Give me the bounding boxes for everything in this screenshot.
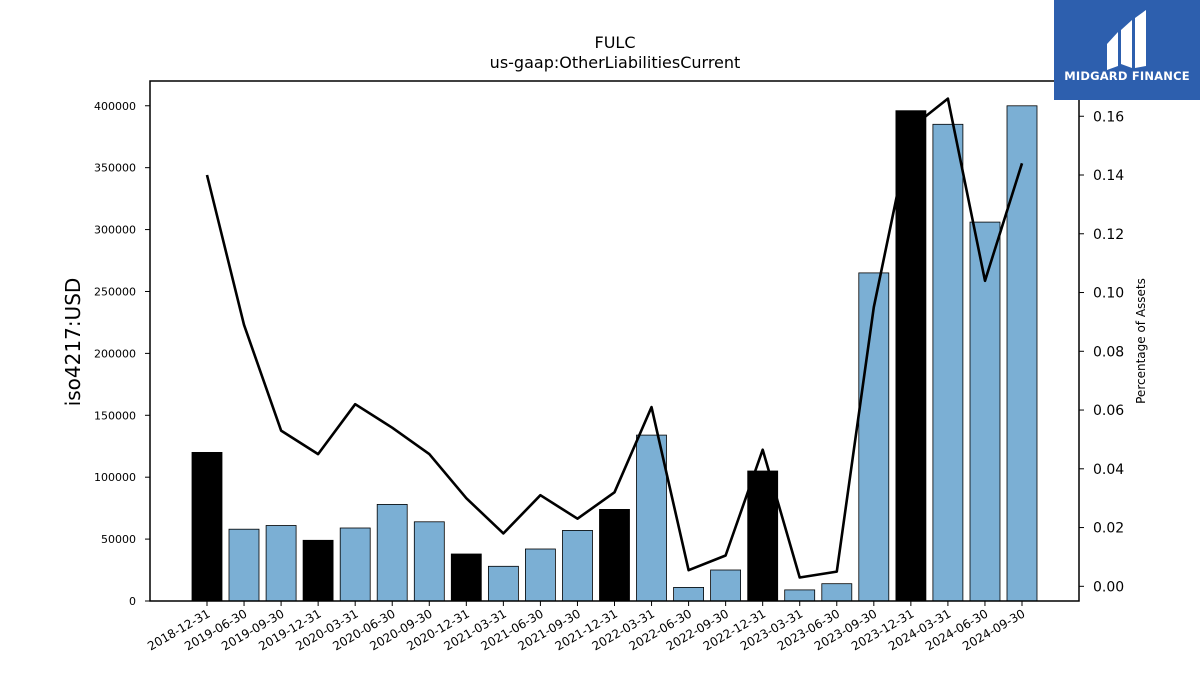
y-tick-label: 0 xyxy=(129,595,136,608)
bar-2024-06-30 xyxy=(969,221,1001,602)
bar-2022-09-30 xyxy=(710,569,741,602)
y2-tick-label: 0.16 xyxy=(1093,109,1124,125)
bar-2018-12-31 xyxy=(191,451,223,602)
bar-2021-06-30 xyxy=(525,548,556,602)
bar-2020-12-31 xyxy=(450,553,482,602)
bar-2020-03-31 xyxy=(339,527,371,602)
y2-axis: 0.00 0.02 0.04 0.06 0.08 0.10 0.12 0.14 0.16 xyxy=(1079,109,1124,595)
y2-tick-label: 0.12 xyxy=(1093,227,1124,243)
y-tick-label: 250000 xyxy=(94,285,136,298)
y-tick-label: 100000 xyxy=(94,471,136,484)
y2-tick-label: 0.06 xyxy=(1093,403,1124,419)
y-axis: 0 50000 100000 150000 200000 250000 300000 3500… xyxy=(94,100,150,608)
bar-2020-09-30 xyxy=(413,521,445,602)
y2-tick-label: 0.14 xyxy=(1093,168,1124,184)
y-tick-label: 50000 xyxy=(101,533,136,546)
y2-tick-label: 0.04 xyxy=(1093,462,1124,478)
x-axis: 2018-12-312019-06-302019-09-302019-12-31… xyxy=(145,601,1028,653)
bar-2021-12-31 xyxy=(599,508,630,602)
y-tick-label: 150000 xyxy=(94,409,136,422)
brand-name: MIDGARD FINANCE xyxy=(1064,69,1190,83)
y2-axis-label: Percentage of Assets xyxy=(1134,278,1148,404)
bar-2023-03-31 xyxy=(784,589,816,602)
bar-2023-09-30 xyxy=(858,272,890,602)
bar-2021-03-31 xyxy=(487,565,519,602)
bar-2022-06-30 xyxy=(673,587,704,602)
bars xyxy=(191,105,1038,602)
bar-2022-12-31 xyxy=(747,470,779,602)
bar-2019-06-30 xyxy=(228,528,260,602)
y2-tick-label: 0.02 xyxy=(1093,521,1124,537)
bar-2024-09-30 xyxy=(1006,105,1038,602)
bar-2020-06-30 xyxy=(376,503,408,602)
bar-2021-09-30 xyxy=(562,530,593,602)
y-tick-label: 300000 xyxy=(94,224,136,237)
y-axis-label: iso4217:USD xyxy=(61,278,85,407)
y-tick-label: 400000 xyxy=(94,100,136,113)
brand-logo: MIDGARD FINANCE xyxy=(1054,0,1200,100)
bar-2023-06-30 xyxy=(821,583,853,602)
bar-2022-03-31 xyxy=(636,434,667,602)
bar-2024-03-31 xyxy=(932,123,964,602)
bar-2023-12-31 xyxy=(895,110,927,602)
bar-2019-09-30 xyxy=(265,525,297,602)
y-tick-label: 350000 xyxy=(94,162,136,175)
pct-assets-line xyxy=(205,97,1024,579)
midgard-logo-icon xyxy=(1107,10,1146,70)
bar-2019-12-31 xyxy=(302,539,334,602)
chart-title: FULC xyxy=(595,33,636,52)
y2-tick-label: 0.10 xyxy=(1093,286,1124,302)
y2-tick-label: 0.08 xyxy=(1093,344,1124,360)
y2-tick-label: 0.00 xyxy=(1093,579,1124,595)
y-tick-label: 200000 xyxy=(94,347,136,360)
chart-subtitle: us-gaap:OtherLiabilitiesCurrent xyxy=(490,53,741,72)
